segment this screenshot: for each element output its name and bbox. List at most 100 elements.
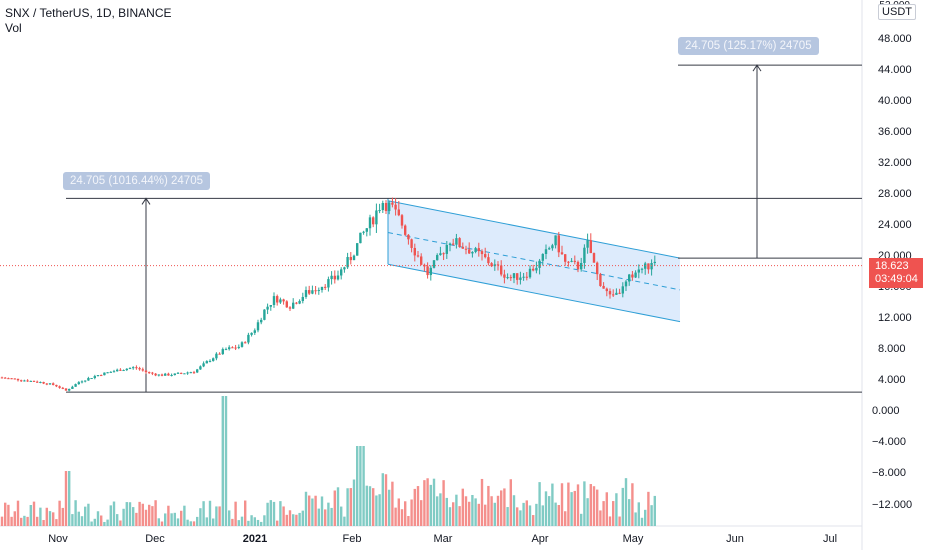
candle-body [109, 371, 112, 373]
volume-label[interactable]: Vol [5, 21, 22, 35]
volume-bar [490, 496, 493, 526]
measure-arrow-right-head [752, 64, 762, 72]
candle-body [250, 332, 253, 335]
volume-bar [464, 496, 468, 526]
measure-arrow-left-head [141, 197, 151, 205]
volume-bar [167, 505, 170, 526]
candle-body [23, 380, 26, 382]
price-tick-label: 44.000 [878, 64, 912, 76]
volume-bar [365, 485, 368, 526]
candle-body [301, 296, 304, 301]
volume-tick-label: −8.000 [872, 467, 906, 479]
candle-body [317, 290, 320, 292]
candle-body [288, 307, 292, 309]
candle-body [352, 255, 356, 261]
candle-body [461, 246, 464, 249]
candle-body [336, 275, 340, 280]
candle-body [32, 380, 36, 382]
currency-button[interactable]: USDT [878, 4, 916, 20]
candle-body [231, 347, 234, 349]
volume-bar [516, 507, 519, 526]
volume-bar [247, 520, 250, 526]
volume-bar [256, 519, 260, 526]
candle-body [186, 372, 189, 374]
volume-bar [544, 491, 548, 526]
candle-body [442, 253, 445, 255]
candle-body [394, 204, 397, 210]
candle-body [42, 381, 45, 384]
candle-body [52, 383, 55, 385]
candle-body [311, 290, 314, 294]
measure-label-left: 24.705 (1016.44%) 24705 [63, 172, 210, 190]
volume-bar [557, 505, 560, 526]
horizontal-lines[interactable] [66, 64, 862, 393]
candle-body [26, 380, 29, 382]
candle-body [468, 249, 471, 254]
candle-body [154, 373, 157, 376]
volume-bar [122, 508, 125, 526]
candle-body [77, 382, 80, 385]
volume-bar [90, 521, 93, 526]
volume-bar [644, 509, 647, 526]
symbol-title[interactable]: SNX / TetherUS, 1D, BINANCE [5, 6, 172, 20]
volume-bar [372, 488, 375, 526]
candle-body [330, 275, 333, 280]
time-tick-label: Mar [434, 533, 453, 545]
candle-body [551, 245, 554, 249]
measure-arrows[interactable] [141, 64, 762, 393]
price-tick-label: 36.000 [878, 126, 912, 138]
descending-channel[interactable] [387, 198, 681, 323]
candle-body [512, 273, 516, 279]
volume-bar [397, 498, 400, 526]
candle-body [496, 264, 500, 266]
volume-bar [570, 492, 573, 526]
candle-body [218, 353, 221, 355]
price-axis[interactable]: 48.000 44.000 40.000 36.000 32.000 28.000 24.0… [872, 33, 912, 511]
volume-bar [311, 498, 314, 526]
candle-body [423, 264, 426, 267]
volume-bar [410, 499, 413, 526]
candle-body [122, 370, 125, 372]
volume-bar [16, 500, 20, 526]
volume-bar [484, 504, 487, 526]
volume-bar [260, 521, 263, 526]
time-axis[interactable]: Nov Dec 2021 Feb Mar Apr May Jun Jul [48, 533, 837, 545]
volume-bar [48, 511, 52, 526]
candle-body [282, 299, 285, 302]
candle-body [445, 244, 448, 254]
volume-bar [13, 511, 16, 526]
volume-bar [589, 484, 592, 526]
candle-body [138, 368, 141, 370]
volume-bar [586, 498, 589, 526]
candle-body [519, 277, 522, 280]
candle-body [135, 367, 138, 369]
price-tick-label: 48.000 [878, 33, 912, 45]
candle-body [573, 260, 576, 262]
volume-bar [538, 482, 541, 526]
candle-body [583, 247, 586, 263]
candle-body [580, 262, 583, 270]
candle-body [93, 376, 96, 379]
volume-bar [493, 502, 496, 526]
candle-body [381, 203, 384, 211]
volume-bar [116, 514, 119, 526]
candle-body [208, 360, 212, 362]
candle-body [400, 215, 404, 226]
candle-body [471, 251, 474, 254]
volume-bar [26, 516, 29, 526]
candle-body [68, 388, 71, 391]
time-tick-label: Feb [343, 533, 362, 545]
volume-bar [580, 513, 583, 526]
volume-bar [496, 495, 500, 526]
volume-bar [503, 488, 506, 526]
candle-body [605, 288, 608, 292]
candle-body [308, 290, 311, 294]
candle-body [244, 342, 247, 344]
candle-body [151, 372, 154, 374]
price-tick-label: 4.000 [878, 374, 906, 386]
channel-upper-line [387, 200, 681, 259]
volume-bar [477, 503, 480, 526]
candle-body [205, 361, 208, 364]
candle-body [359, 232, 362, 244]
